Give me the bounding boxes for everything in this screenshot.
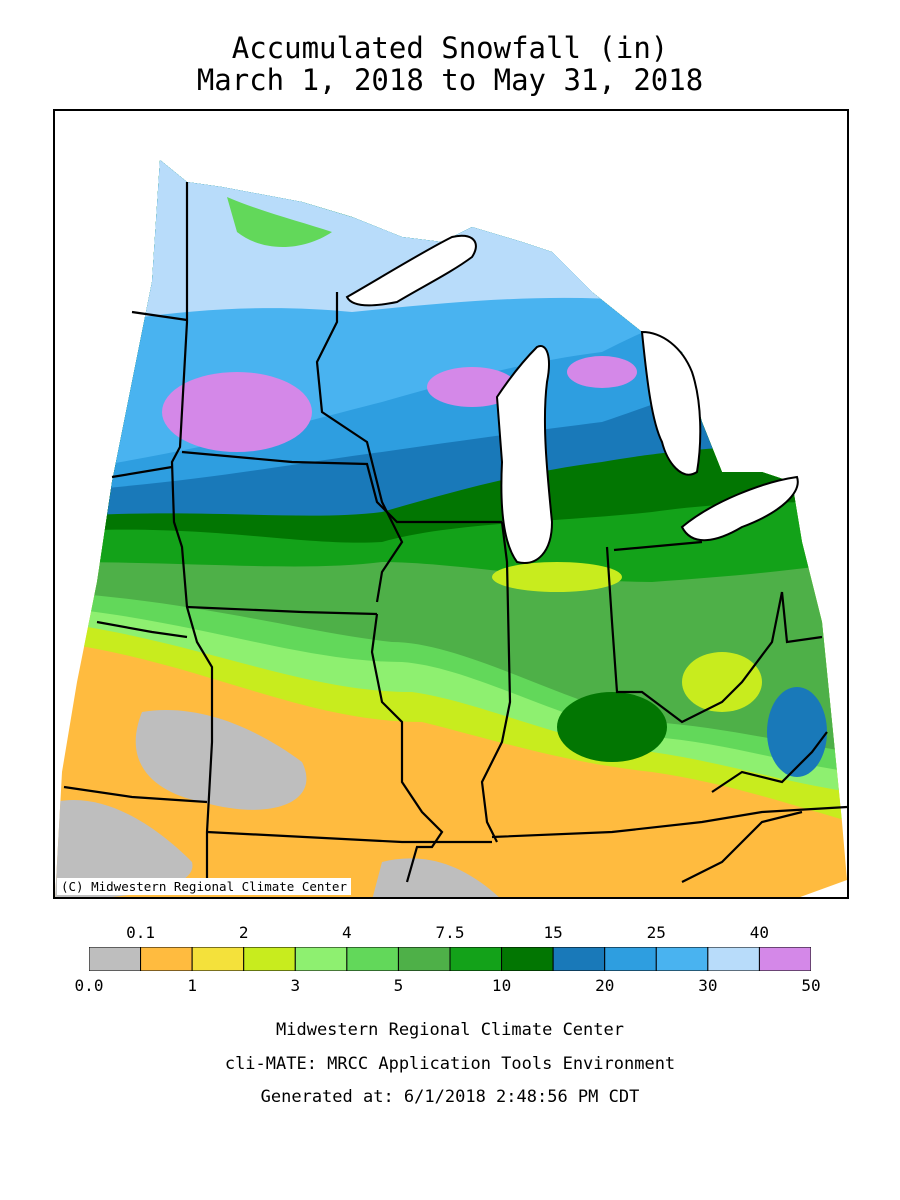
legend-top-label: 4 xyxy=(342,923,352,942)
lake-superior xyxy=(345,234,477,307)
copyright-label: (C) Midwestern Regional Climate Center xyxy=(57,878,351,895)
legend-top-label: 25 xyxy=(646,923,666,942)
legend-swatch xyxy=(243,947,296,971)
legend-bottom-label: 5 xyxy=(393,976,404,995)
color-legend xyxy=(89,947,811,971)
footer-tool-name: cli-MATE: MRCC Application Tools Environ… xyxy=(224,1054,676,1074)
footer-organization: Midwestern Regional Climate Center xyxy=(276,1020,624,1040)
legend-swatch xyxy=(552,947,606,971)
legend-swatch xyxy=(140,947,193,971)
legend-swatch xyxy=(449,947,503,971)
map-title: Accumulated Snowfall (in) xyxy=(231,31,669,65)
legend-swatch xyxy=(294,947,348,971)
legend-bottom-label: 30 xyxy=(698,976,718,995)
legend-swatch xyxy=(191,947,245,971)
legend-top-label: 0.1 xyxy=(126,923,156,942)
legend-swatch xyxy=(89,947,142,971)
legend-bottom-label: 20 xyxy=(595,976,615,995)
snowfall-map: (C) Midwestern Regional Climate Center xyxy=(53,109,849,899)
legend-bottom-label: 50 xyxy=(801,976,821,995)
great-lakes xyxy=(345,234,799,564)
legend-top-label: 15 xyxy=(543,923,563,942)
legend-top-label: 40 xyxy=(749,923,770,942)
map-subtitle: March 1, 2018 to May 31, 2018 xyxy=(196,63,704,97)
legend-swatch xyxy=(397,947,451,971)
footer-generated-time: Generated at: 6/1/2018 2:48:56 PM CDT xyxy=(260,1087,640,1107)
legend-bottom-label: 0.0 xyxy=(74,976,104,995)
legend-top-label: 7.5 xyxy=(435,923,465,942)
legend-top-label: 2 xyxy=(238,923,249,942)
legend-bottom-label: 3 xyxy=(290,976,301,995)
legend-bottom-label: 1 xyxy=(187,976,197,995)
state-borders xyxy=(63,182,847,883)
legend-swatch xyxy=(758,947,811,971)
legend-swatch xyxy=(604,947,657,971)
lake-michigan xyxy=(495,345,554,564)
legend-bottom-label: 10 xyxy=(491,976,512,995)
lake-erie xyxy=(680,475,799,542)
legend-swatch xyxy=(655,947,709,971)
lake-huron xyxy=(640,330,702,476)
legend-swatch xyxy=(501,947,554,971)
snowfall-map-svg xyxy=(55,111,847,897)
legend-swatch xyxy=(707,947,760,971)
legend-swatch xyxy=(346,947,399,971)
